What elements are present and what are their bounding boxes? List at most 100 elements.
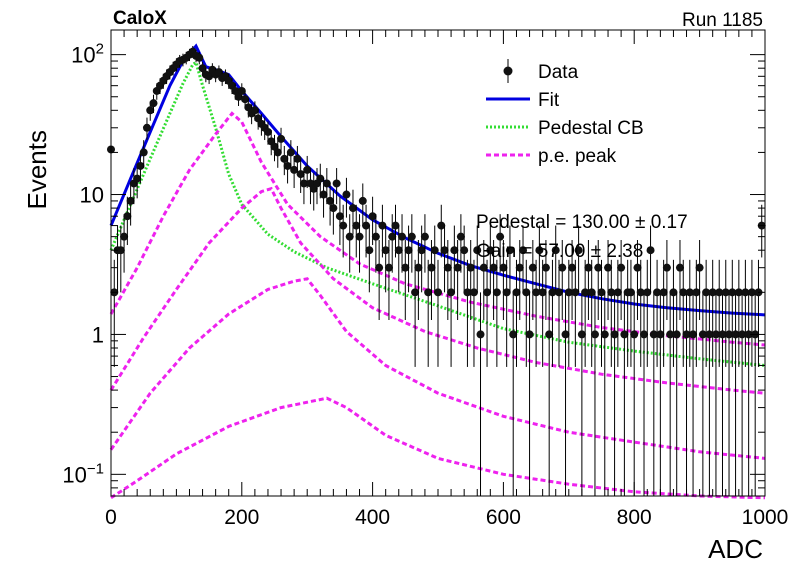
data-point — [636, 288, 645, 297]
data-point — [512, 288, 521, 297]
x-axis-label: ADC — [708, 534, 763, 564]
data-point — [633, 263, 642, 272]
data-points-layer — [107, 46, 766, 496]
data-point — [649, 330, 658, 339]
data-point — [744, 330, 753, 339]
data-point — [456, 232, 465, 241]
data-point — [348, 204, 357, 213]
data-point — [407, 232, 416, 241]
data-point — [695, 263, 704, 272]
data-point — [640, 330, 649, 339]
data-point — [509, 330, 518, 339]
data-point — [659, 288, 668, 297]
y-axis: 10−1 1 10 102 — [62, 41, 765, 497]
data-point — [711, 330, 720, 339]
data-point — [417, 246, 426, 255]
data-point — [505, 246, 514, 255]
data-point — [708, 288, 717, 297]
data-point — [551, 246, 560, 255]
x-tick-label: 600 — [486, 506, 521, 529]
data-point — [368, 212, 377, 221]
data-point — [486, 246, 495, 255]
data-point — [584, 263, 593, 272]
data-point — [139, 148, 148, 157]
data-point — [316, 174, 325, 183]
y-tick-label: 10 — [80, 183, 104, 208]
y-tick-label: 10−1 — [62, 460, 104, 487]
data-point — [371, 232, 380, 241]
data-point — [384, 263, 393, 272]
fit-annotations: Pedestal = 130.00 ± 0.17 Gain = 57.00 ± 2… — [476, 212, 688, 262]
data-point — [519, 246, 528, 255]
data-point — [561, 330, 570, 339]
data-point — [718, 330, 727, 339]
data-point — [303, 165, 312, 174]
data-point — [554, 288, 563, 297]
annotation-text: Gain = 57.00 ± 2.38 — [476, 241, 643, 262]
data-point — [515, 263, 524, 272]
data-point — [698, 330, 707, 339]
data-point — [123, 212, 132, 221]
data-point — [604, 263, 613, 272]
data-point — [574, 246, 583, 255]
legend-label: Fit — [538, 90, 560, 111]
data-point — [476, 330, 485, 339]
data-point — [532, 288, 541, 297]
data-point — [293, 154, 302, 163]
data-point — [643, 288, 652, 297]
data-point — [669, 288, 678, 297]
curve-p-e-peak-n-1 — [109, 111, 766, 347]
data-point — [483, 288, 492, 297]
curve-p-e-peak-n-2 — [109, 186, 766, 395]
data-point — [214, 68, 223, 77]
data-point — [198, 64, 207, 73]
title-left: CaloX — [113, 8, 167, 29]
data-point — [443, 263, 452, 272]
y-axis-label: Events — [22, 130, 52, 210]
data-point — [738, 330, 747, 339]
data-point — [277, 134, 286, 143]
data-point — [329, 204, 338, 213]
data-point — [489, 263, 498, 272]
y-tick-label: 1 — [92, 322, 104, 347]
data-point — [734, 288, 743, 297]
x-tick-label: 0 — [105, 506, 117, 529]
data-point — [692, 288, 701, 297]
data-point — [362, 221, 371, 230]
data-point — [345, 232, 354, 241]
data-point — [679, 288, 688, 297]
data-point — [339, 221, 348, 230]
data-point — [424, 288, 433, 297]
data-point — [568, 263, 577, 272]
data-point — [241, 95, 250, 104]
data-point — [463, 288, 472, 297]
data-point — [496, 232, 505, 241]
data-point — [326, 196, 335, 205]
data-point — [126, 196, 135, 205]
data-point — [283, 161, 292, 170]
data-point — [502, 288, 511, 297]
data-point — [541, 263, 550, 272]
data-point — [401, 263, 410, 272]
x-tick-label: 1000 — [742, 506, 789, 529]
y-tick-label: 102 — [71, 41, 104, 68]
data-point — [453, 263, 462, 272]
data-point — [404, 246, 413, 255]
data-point — [590, 330, 599, 339]
title-right: Run 1185 — [682, 10, 763, 31]
data-point — [564, 288, 573, 297]
data-point — [296, 170, 305, 179]
data-point — [352, 221, 361, 230]
data-point — [244, 103, 253, 112]
data-point — [662, 263, 671, 272]
data-point — [607, 288, 616, 297]
data-point — [450, 246, 459, 255]
data-point — [653, 288, 662, 297]
data-point — [479, 263, 488, 272]
legend-label: Pedestal CB — [538, 118, 644, 139]
data-point — [394, 246, 403, 255]
data-point — [600, 330, 609, 339]
data-point — [342, 190, 351, 199]
curve-p-e-peak-n-4 — [110, 396, 766, 500]
